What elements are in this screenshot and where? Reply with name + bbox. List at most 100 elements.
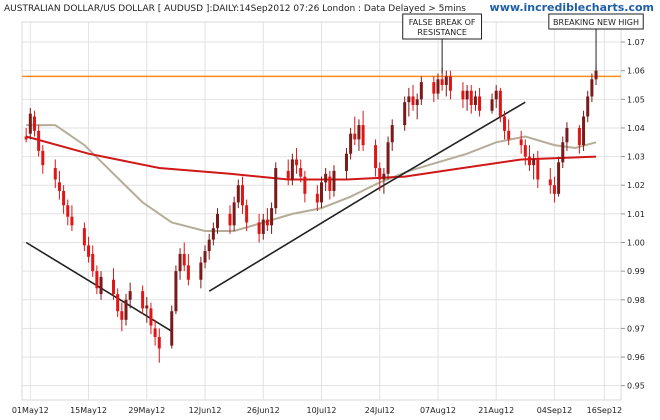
candle-body xyxy=(436,79,440,94)
candle-body xyxy=(186,265,190,280)
candlestick xyxy=(257,213,261,243)
moving-averages xyxy=(25,124,597,232)
candle-body xyxy=(586,96,590,117)
candlestick xyxy=(57,170,61,200)
candle-body xyxy=(128,291,132,300)
y-tick-label: 1.07 xyxy=(627,38,645,47)
candlestick xyxy=(128,282,132,309)
candle-body xyxy=(532,159,536,166)
candle-body xyxy=(503,116,507,131)
candle-body xyxy=(419,82,423,100)
candle-body xyxy=(465,90,469,100)
candle-body xyxy=(332,170,336,191)
x-tick-label: 26Jun12 xyxy=(247,406,280,415)
candlestick xyxy=(153,319,157,346)
candlestick xyxy=(178,248,182,280)
candle-body xyxy=(120,311,124,320)
x-tick-label: 10Jul12 xyxy=(306,406,336,415)
candle-body xyxy=(236,185,240,203)
candlestick xyxy=(203,245,207,269)
candle-body xyxy=(527,156,531,166)
candlestick xyxy=(577,125,581,154)
candle-body xyxy=(228,213,232,226)
candle-body xyxy=(290,159,294,180)
candle-body xyxy=(70,216,74,226)
candle-body xyxy=(112,279,116,295)
y-tick-label: 1.06 xyxy=(627,67,645,76)
candlestick xyxy=(390,119,394,151)
annotation-box xyxy=(402,13,483,40)
candlestick xyxy=(37,125,41,157)
y-tick-label: 0.99 xyxy=(627,267,645,276)
candle-body xyxy=(99,276,103,295)
candlestick xyxy=(523,139,527,166)
x-tick-label: 15May12 xyxy=(70,406,107,415)
candlestick xyxy=(532,153,536,180)
candlestick xyxy=(582,110,586,151)
candlestick xyxy=(145,296,149,323)
candlestick xyxy=(411,85,415,111)
y-tick-label: 0.97 xyxy=(627,324,645,333)
candlestick xyxy=(261,213,265,240)
candle-body xyxy=(153,328,157,337)
moving-average-mid xyxy=(26,124,597,232)
x-tick-label: 21Aug12 xyxy=(478,406,514,415)
x-tick-label: 16Sep12 xyxy=(587,406,622,415)
candle-body xyxy=(378,168,382,180)
candle-body xyxy=(349,133,353,154)
candlestick xyxy=(527,145,531,171)
trendline xyxy=(208,101,526,292)
candlestick xyxy=(386,136,390,180)
candlestick xyxy=(199,256,203,289)
candle-body xyxy=(149,308,153,326)
candle-body xyxy=(174,271,178,312)
candle-body xyxy=(62,190,66,206)
candlestick xyxy=(415,93,419,120)
annotation-text: FALSE BREAK OF xyxy=(409,18,476,27)
candle-body xyxy=(207,239,211,252)
candle-body xyxy=(577,127,581,146)
candle-body xyxy=(274,168,278,209)
candle-body xyxy=(28,113,32,134)
candlestick xyxy=(324,168,328,191)
candle-body xyxy=(57,182,61,191)
candlesticks xyxy=(24,64,598,363)
candlestick xyxy=(444,70,448,97)
candle-body xyxy=(552,185,556,194)
candle-body xyxy=(37,130,41,151)
annotation-box xyxy=(548,13,644,30)
candle-body xyxy=(24,136,28,140)
candle-body xyxy=(374,145,378,169)
candlestick xyxy=(548,168,552,194)
candlestick xyxy=(82,222,86,252)
candle-body xyxy=(444,76,448,85)
candle-body xyxy=(270,208,274,226)
candlestick xyxy=(357,119,361,151)
candle-body xyxy=(357,125,361,140)
candlestick xyxy=(174,265,178,315)
candlestick xyxy=(116,288,120,317)
candle-body xyxy=(353,133,357,140)
x-tick-label: 24Jul12 xyxy=(365,406,395,415)
candle-body xyxy=(91,253,95,272)
candlestick xyxy=(361,110,365,151)
candlestick xyxy=(565,122,569,151)
candlestick xyxy=(315,185,319,211)
candle-body xyxy=(95,271,99,289)
y-tick-label: 0.95 xyxy=(627,382,645,391)
candlestick xyxy=(299,159,303,183)
candle-body xyxy=(116,294,120,312)
candlestick xyxy=(186,253,190,286)
candlestick xyxy=(473,90,477,111)
candle-body xyxy=(87,245,91,257)
annotation-callout: BREAKING NEW HIGH xyxy=(548,13,644,71)
candlestick xyxy=(270,202,274,234)
candle-body xyxy=(286,170,290,180)
candlestick xyxy=(432,76,436,103)
candlestick xyxy=(53,159,57,189)
y-tick-label: 1.05 xyxy=(627,95,645,104)
candlestick xyxy=(320,176,323,209)
candle-body xyxy=(303,176,307,194)
candle-body xyxy=(299,168,303,177)
candlestick xyxy=(552,176,556,203)
